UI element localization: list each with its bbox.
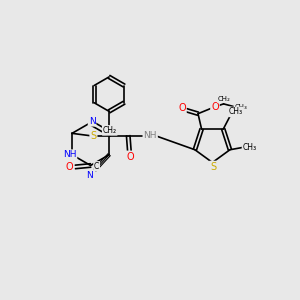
Text: CH₃: CH₃ — [229, 107, 243, 116]
Text: CH₃: CH₃ — [242, 143, 256, 152]
Text: C: C — [94, 162, 99, 171]
Text: O: O — [126, 152, 134, 161]
Text: CH₂: CH₂ — [218, 96, 230, 102]
Text: O: O — [178, 103, 186, 113]
Text: O: O — [211, 102, 219, 112]
Text: O: O — [66, 162, 74, 172]
Text: N: N — [86, 171, 93, 180]
Text: NH: NH — [143, 131, 157, 140]
Text: N: N — [89, 117, 95, 126]
Text: CH₂: CH₂ — [103, 126, 117, 135]
Text: CH₃: CH₃ — [234, 104, 247, 110]
Text: S: S — [210, 162, 216, 172]
Text: NH: NH — [63, 150, 76, 159]
Text: S: S — [90, 131, 97, 141]
